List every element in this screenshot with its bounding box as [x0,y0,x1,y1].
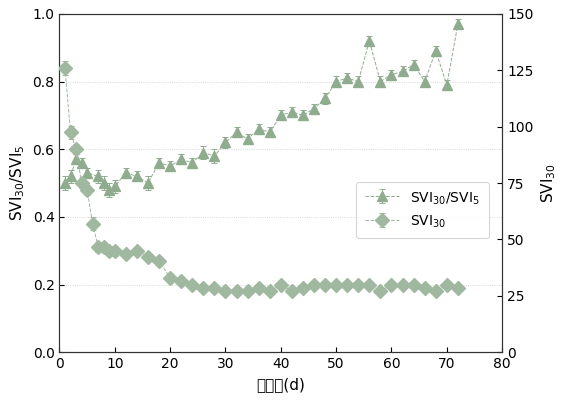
Y-axis label: SVI$_{30}$/SVI$_5$: SVI$_{30}$/SVI$_5$ [8,145,27,221]
Legend: SVI$_{30}$/SVI$_5$, SVI$_{30}$: SVI$_{30}$/SVI$_5$, SVI$_{30}$ [356,182,488,238]
X-axis label: 时　间(d): 时 间(d) [256,377,305,392]
Y-axis label: SVI$_{30}$: SVI$_{30}$ [539,163,558,203]
